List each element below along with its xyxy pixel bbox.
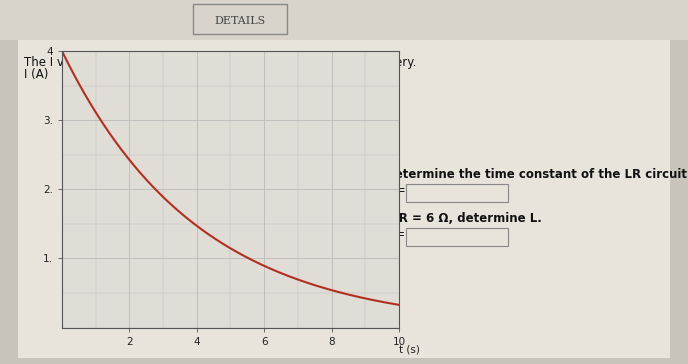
Text: The I vs t graph shown below is for an LR circuit without a battery.: The I vs t graph shown below is for an L… xyxy=(24,56,416,69)
FancyBboxPatch shape xyxy=(406,228,508,246)
Text: I (A): I (A) xyxy=(24,68,48,81)
FancyBboxPatch shape xyxy=(406,184,508,202)
Text: If R = 6 Ω, determine L.: If R = 6 Ω, determine L. xyxy=(385,212,542,225)
Text: DETAILS: DETAILS xyxy=(215,16,266,26)
Text: τ =: τ = xyxy=(385,184,406,197)
Text: L =: L = xyxy=(385,228,405,241)
Text: Determine the time constant of the LR circuit.: Determine the time constant of the LR ci… xyxy=(385,168,688,181)
FancyBboxPatch shape xyxy=(193,4,287,34)
Bar xyxy=(18,40,670,358)
Text: t (s): t (s) xyxy=(399,344,420,354)
Bar xyxy=(0,0,688,40)
